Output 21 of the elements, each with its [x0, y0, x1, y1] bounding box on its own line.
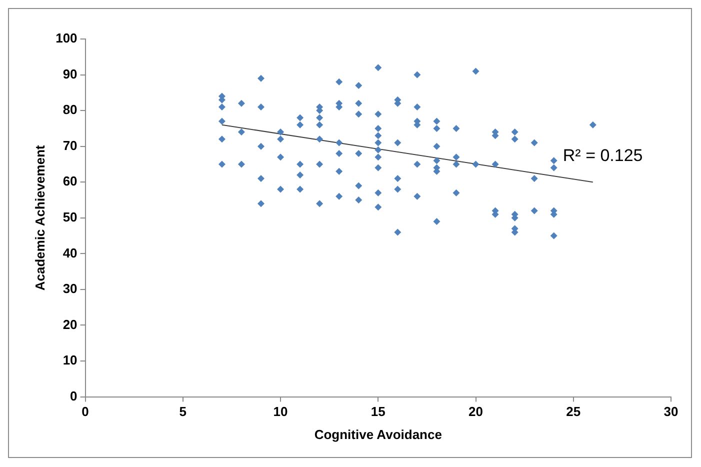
- y-tick-label: 80: [62, 102, 78, 118]
- x-tick-label: 15: [370, 404, 386, 420]
- y-tick-label: 50: [62, 209, 78, 224]
- x-tick-label: 0: [82, 404, 89, 420]
- x-tick-label: 5: [179, 404, 187, 420]
- x-tick-label: 10: [273, 404, 288, 420]
- y-tick-label: 100: [56, 30, 78, 46]
- y-tick-label: 90: [62, 66, 78, 82]
- annotation: R² = 0.125: [562, 146, 643, 165]
- x-axis-title: Cognitive Avoidance: [314, 426, 442, 442]
- x-tick-label: 20: [468, 404, 483, 420]
- y-tick-label: 70: [62, 138, 78, 153]
- y-tick-label: 10: [62, 352, 78, 368]
- x-tick-label: 30: [664, 404, 678, 420]
- y-tick-label: 30: [62, 281, 78, 296]
- y-tick-label: 40: [62, 245, 78, 260]
- y-tick-label: 0: [70, 388, 78, 404]
- x-tick-label: 25: [566, 404, 581, 420]
- y-tick-label: 60: [62, 174, 78, 189]
- y-tick-label: 20: [62, 316, 78, 332]
- y-axis-title: Academic Achievement: [32, 144, 48, 291]
